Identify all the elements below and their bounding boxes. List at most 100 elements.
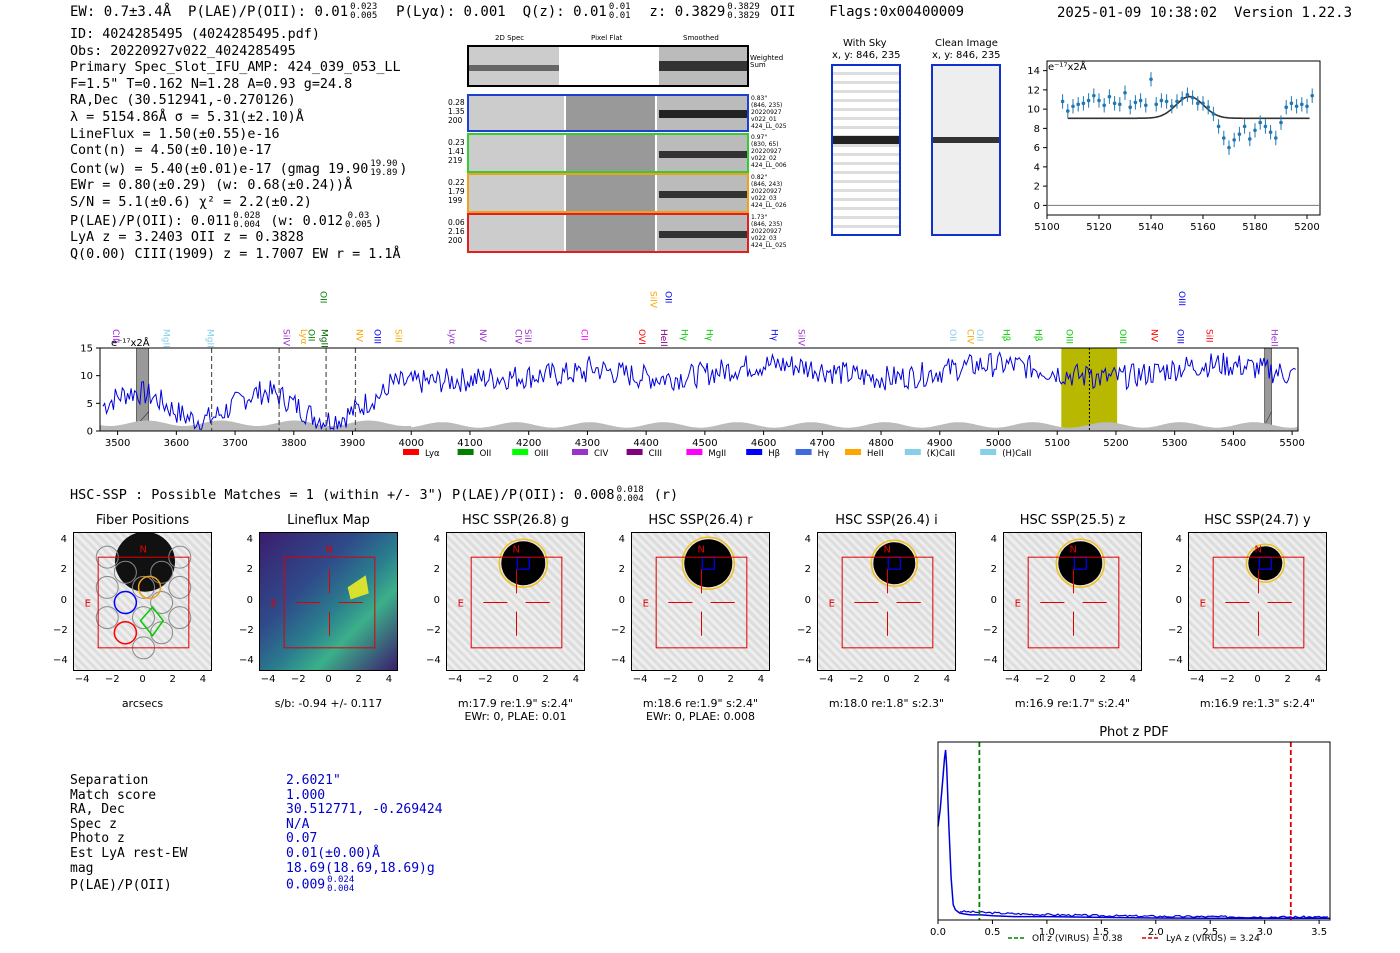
hsc-ytick-label: −2 <box>53 624 68 636</box>
spec-line-label: HeII <box>1269 329 1279 347</box>
hsc-ytick-label: −2 <box>1168 624 1183 636</box>
hsc-source-core <box>684 539 733 588</box>
spec-legend-label: MgII <box>708 449 726 459</box>
zoom-chart-frame <box>1046 60 1321 216</box>
spec-legend-label: (H)CaII <box>1002 449 1031 459</box>
photz-xtick-label: 1.5 <box>1093 927 1109 938</box>
photz-frame <box>937 741 1331 921</box>
header-datetime-version: 2025-01-09 10:38:02 Version 1.22.3 <box>1057 5 1352 21</box>
spec-line-label: Hβ <box>1033 329 1043 342</box>
hsc-xtick-label: 0 <box>512 674 519 685</box>
hsc-ytick-label: 4 <box>433 534 440 546</box>
spec-legend-label: Lyα <box>425 449 440 459</box>
weighted-sum-label: Weighted Sum <box>750 54 784 69</box>
spec-legend-swatch <box>572 449 588 455</box>
hsc-ytick-label: −2 <box>611 624 626 636</box>
spec-flux-line <box>102 351 1296 431</box>
hsc-xtick-label: 4 <box>1314 674 1322 685</box>
info-radec: RA,Dec (30.512941,-0.270126) <box>70 93 296 109</box>
hsc-ytick-label: 2 <box>433 564 440 576</box>
weighted-sum-box <box>467 45 749 87</box>
zoom-data-point <box>1149 77 1153 82</box>
lineflux-peak <box>347 575 369 600</box>
hsc-xtick-label: 4 <box>385 674 393 685</box>
zoom-data-point <box>1279 120 1283 125</box>
zoom-data-point <box>1206 105 1210 109</box>
fiber-red <box>113 620 138 645</box>
fiber-circle <box>95 606 119 630</box>
photz-title: Phot z PDF <box>1099 725 1169 740</box>
hsc-panel-title: HSC SSP(26.8) g <box>461 513 570 528</box>
clean-image-xy: x, y: 846, 235 <box>932 50 1001 61</box>
hsc-source-core <box>1058 541 1103 586</box>
spec-line-label: NV <box>477 329 487 343</box>
zoom-data-point <box>1248 137 1252 141</box>
hsc-panel-label: m:17.9 re:1.9" s:2.4" <box>457 697 574 710</box>
match-row-separation: Separation 2.6021" <box>70 773 341 788</box>
zoom-data-point <box>1159 98 1164 103</box>
hsc-xtick-label: −4 <box>818 674 834 685</box>
spec-xtick-label: 4600 <box>751 438 776 449</box>
hsc-north-label: N <box>1070 545 1077 556</box>
zoom-data-point <box>1190 95 1195 100</box>
hsc-xtick-label: 4 <box>943 674 951 685</box>
spec-line-label: MgII <box>318 329 328 348</box>
hsc-red-box <box>1212 556 1305 649</box>
photz-xtick-label: 0.5 <box>984 927 1000 938</box>
header-qz-lo: 0.01 <box>608 11 631 21</box>
spec-ytick-label: 0 <box>87 427 93 438</box>
zoom-data-point <box>1164 99 1169 104</box>
hsc-red-box <box>470 556 563 649</box>
hsc-panel-overlay: NE <box>643 536 748 649</box>
hsc-xtick-label: 2 <box>542 674 549 685</box>
hsc-aperture-circle <box>1245 543 1286 583</box>
zoom-data-point <box>1066 109 1070 113</box>
hsc-ytick-label: 2 <box>990 564 997 576</box>
spec-legend-swatch <box>845 449 861 455</box>
zoom-data-point <box>1086 98 1091 103</box>
header-datetime: 2025-01-09 10:38:02 <box>1057 5 1218 21</box>
fiber-orange <box>137 575 162 600</box>
fiber-row-2-nums: 0.23 1.41 219 <box>448 138 465 165</box>
zoom-data-point <box>1274 136 1278 140</box>
spec-xtick-label: 3600 <box>164 438 189 449</box>
zoom-spectrum-chart: e⁻¹⁷x2Å 5100 5120 5140 5160 5180 5200 0 2 4 6 8 10 1… <box>1027 60 1321 233</box>
spec-line-label: Lyα <box>298 329 308 345</box>
zoom-data-point <box>1294 104 1299 109</box>
hsc-ytick-label: −2 <box>983 624 998 636</box>
hsc-xtick-label: −2 <box>477 674 493 685</box>
hsc-ytick-label: −4 <box>53 654 68 666</box>
header-version: Version 1.22.3 <box>1234 5 1353 21</box>
zoom-data-point <box>1305 104 1309 109</box>
cutout-col-2dspec: 2D Spec <box>495 34 525 42</box>
zoom-data-point <box>1196 101 1200 106</box>
spec-line-label: SiII <box>1203 329 1213 343</box>
header-plya: P(Lyα): 0.001 <box>396 4 506 20</box>
spec-legend-label: Hγ <box>818 449 829 459</box>
hsc-panel-title: HSC SSP(24.7) y <box>1204 513 1311 528</box>
hsc-ytick-label: 0 <box>804 594 811 606</box>
zoom-xtick-label: 5200 <box>1294 222 1319 233</box>
hsc-xtick-label: 0 <box>697 674 704 685</box>
header-qz-hi: 0.01 <box>608 2 631 12</box>
zoom-ytick-label: 0 <box>1034 201 1040 212</box>
hsc-east-label: E <box>271 599 277 610</box>
hsc-ytick-label: −4 <box>426 654 441 666</box>
hsc-aperture-circle <box>870 539 919 587</box>
hsc-red-box <box>1027 556 1120 649</box>
spec-line-label: OIII <box>1176 291 1186 306</box>
hsc-ytick-label: 0 <box>1175 594 1182 606</box>
spec-line-label: CIV <box>964 329 974 345</box>
detection-info: ID: 4024285495 (4024285495.pdf) Obs: 202… <box>70 27 407 263</box>
header-plae: P(LAE)/P(OII): 0.01 <box>188 4 349 20</box>
hsc-panel-overlay: NE <box>271 545 376 649</box>
header-z-lo: 0.3829 <box>727 11 760 21</box>
match-row-photoz: Photo z 0.07 <box>70 831 318 847</box>
spec-line-label: Hγ <box>768 329 778 342</box>
hsc-ytick-label: 0 <box>433 594 440 606</box>
spec-line-label: OII <box>663 291 673 303</box>
hsc-red-box <box>655 556 748 649</box>
